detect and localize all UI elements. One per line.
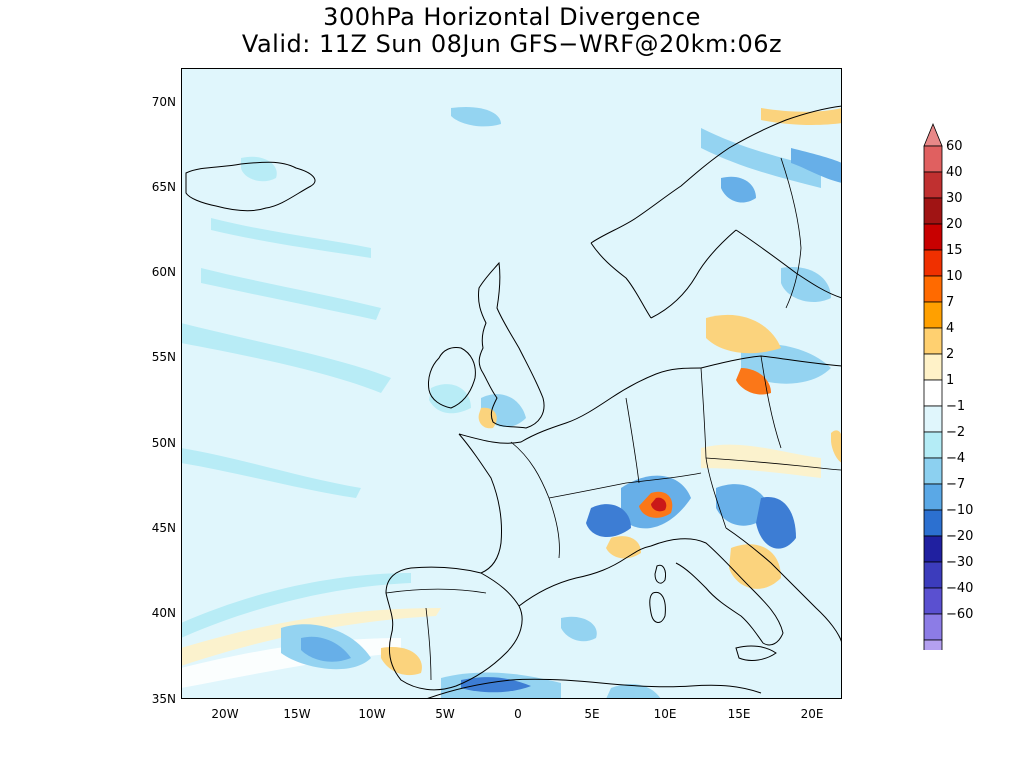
colorbar-block [923, 327, 943, 355]
colorbar-label: 40 [946, 165, 963, 180]
colorbar-label: −30 [946, 555, 974, 570]
colorbar-label: −40 [946, 581, 974, 596]
colorbar-label: −1 [946, 399, 966, 414]
colorbar-block [923, 353, 943, 381]
colorbar-block [923, 249, 943, 277]
lat-label: 35N [151, 692, 176, 706]
colorbar-label: 7 [946, 295, 955, 310]
colorbar-label: 15 [946, 243, 963, 258]
colorbar-block [923, 379, 943, 407]
lat-label: 60N [151, 265, 176, 279]
colorbar-label: 60 [946, 139, 963, 154]
colorbar-label: 10 [946, 269, 963, 284]
lon-label: 0 [514, 707, 522, 721]
map-subtitle: Valid: 11Z Sun 08Jun GFS−WRF@20km:06z [241, 30, 783, 58]
lon-label: 20E [800, 707, 824, 721]
coastlines [185, 105, 842, 699]
divergence-contours [181, 106, 842, 699]
lon-label: 5E [584, 707, 600, 721]
colorbar-block [923, 587, 943, 615]
colorbar-block [923, 145, 943, 173]
colorbar-label: −4 [946, 451, 966, 466]
colorbar-label: −10 [946, 503, 974, 518]
colorbar-block [923, 561, 943, 589]
colorbar-label: 30 [946, 191, 963, 206]
colorbar-label: −7 [946, 477, 966, 492]
lat-label: 65N [151, 180, 176, 194]
colorbar [923, 122, 943, 650]
colorbar-block [923, 275, 943, 303]
colorbar-block [923, 223, 943, 251]
colorbar-block [923, 509, 943, 537]
map-title: 300hPa Horizontal Divergence [323, 3, 701, 31]
lat-label: 70N [151, 95, 176, 109]
lat-label: 50N [151, 436, 176, 450]
colorbar-block [923, 405, 943, 433]
colorbar-block [923, 171, 943, 199]
lat-label: 55N [151, 350, 176, 364]
lon-label: 5W [435, 707, 455, 721]
lon-label: 10W [358, 707, 386, 721]
colorbar-block [923, 431, 943, 459]
lat-label: 45N [151, 521, 176, 535]
colorbar-block [923, 457, 943, 485]
colorbar-block [923, 197, 943, 225]
colorbar-block [923, 483, 943, 511]
colorbar-label: 2 [946, 347, 955, 362]
colorbar-label: −2 [946, 425, 966, 440]
colorbar-label: 4 [946, 321, 955, 336]
lon-label: 10E [653, 707, 677, 721]
lon-label: 15E [727, 707, 751, 721]
lon-label: 20W [211, 707, 239, 721]
colorbar-cap-top [923, 122, 943, 147]
lon-label: 15W [283, 707, 311, 721]
lat-label: 40N [151, 606, 176, 620]
colorbar-block [923, 301, 943, 329]
colorbar-label: 1 [946, 373, 955, 388]
map-canvas [181, 68, 842, 699]
colorbar-block [923, 613, 943, 641]
colorbar-label: −60 [946, 607, 974, 622]
colorbar-label: −20 [946, 529, 974, 544]
colorbar-block [923, 639, 943, 650]
colorbar-block [923, 535, 943, 563]
colorbar-label: 20 [946, 217, 963, 232]
